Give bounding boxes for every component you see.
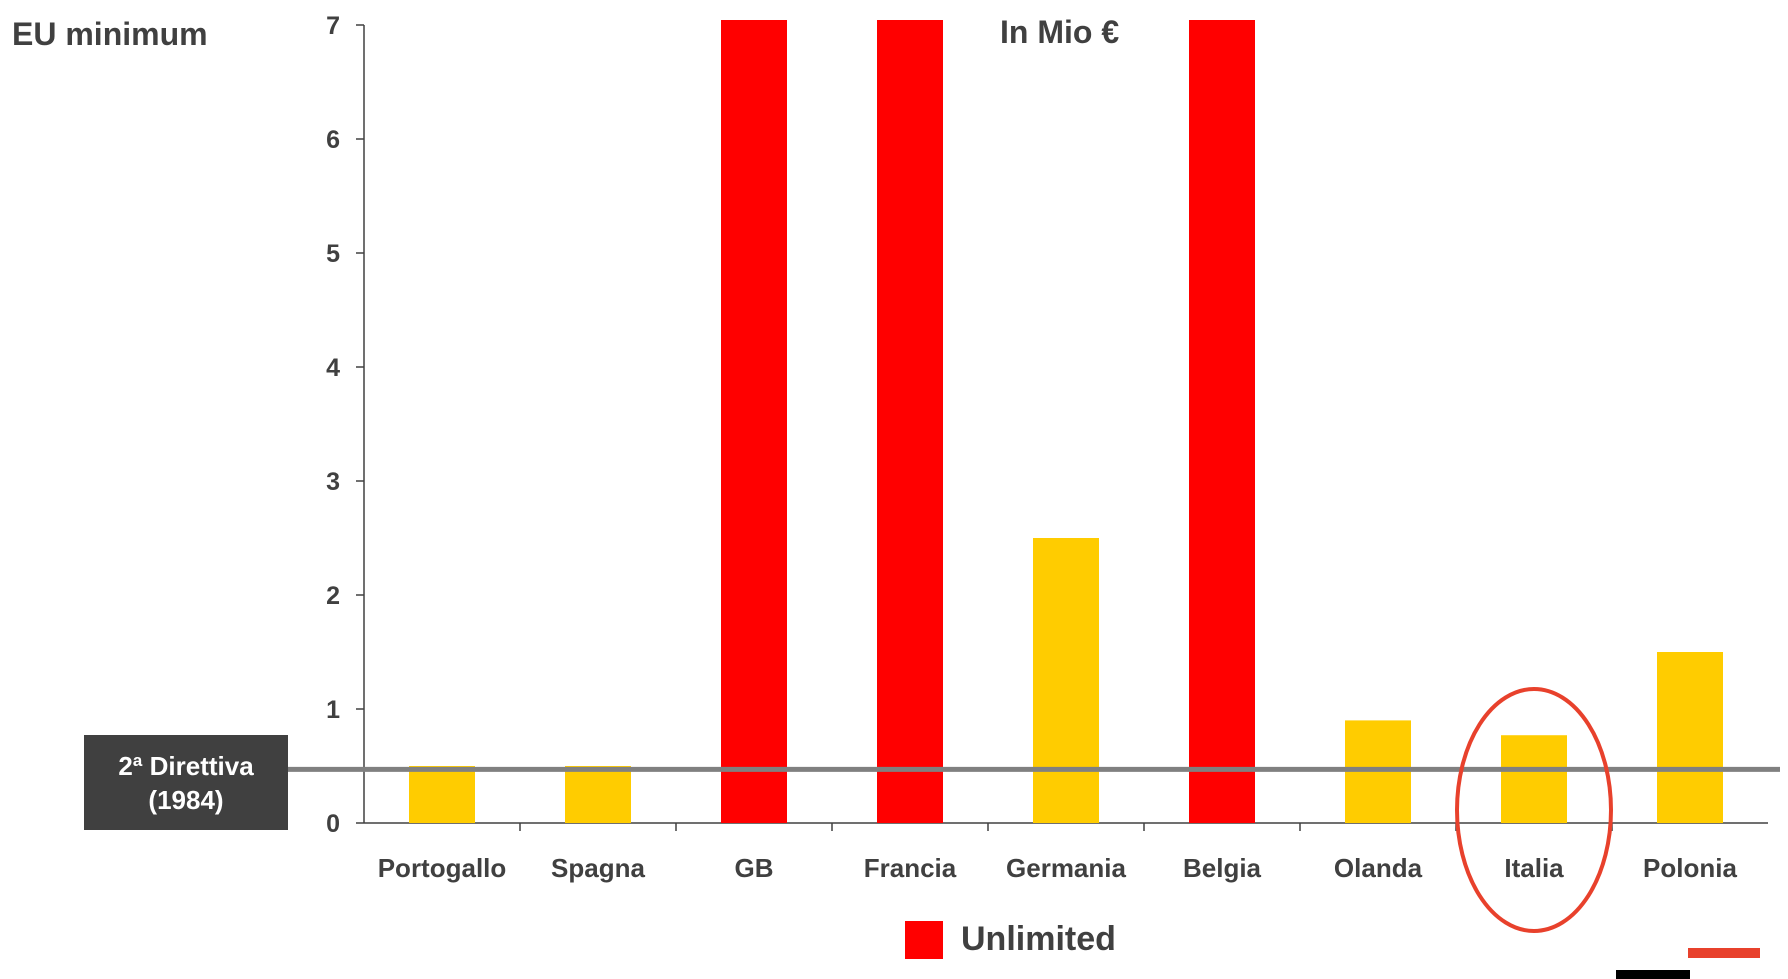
corner-red-dash [1688,948,1760,958]
y-tick-label: 0 [326,810,340,838]
x-category-label: Spagna [551,853,645,883]
legend-swatch-unlimited [905,920,943,959]
x-category-label: Italia [1504,853,1564,883]
bar [565,766,631,823]
bar [1501,735,1567,823]
bar-unlimited [877,20,943,823]
x-category-label: GB [735,853,774,883]
y-tick-label: 6 [326,126,340,154]
directive-label-line2: (1984) [148,784,224,815]
unit-label: In Mio € [1000,14,1120,50]
directive-label-line1: 2ª Direttiva [118,750,254,781]
corner-black-block [1616,970,1690,979]
x-category-label: Belgia [1183,853,1262,883]
bar [409,766,475,823]
x-category-label: Francia [864,853,957,883]
eu-minimum-label: EU minimum [12,16,208,52]
y-tick-label: 2 [326,582,340,610]
y-tick-label: 7 [326,12,340,40]
x-category-label: Germania [1006,853,1126,883]
directive-label-box: 2ª Direttiva (1984) [84,735,288,830]
y-tick-label: 5 [326,240,340,268]
bar-unlimited [721,20,787,823]
bar [1657,652,1723,823]
y-tick-label: 4 [326,354,340,382]
x-category-label: Polonia [1643,853,1737,883]
x-category-label: Olanda [1334,853,1423,883]
y-tick-label: 3 [326,468,340,496]
bar [1033,538,1099,823]
legend: Unlimited [905,920,1116,959]
legend-label-unlimited: Unlimited [961,920,1116,958]
y-tick-label: 1 [326,696,340,724]
x-category-label: Portogallo [378,853,507,883]
highlight-ellipse [1455,687,1613,933]
bar-unlimited [1189,20,1255,823]
